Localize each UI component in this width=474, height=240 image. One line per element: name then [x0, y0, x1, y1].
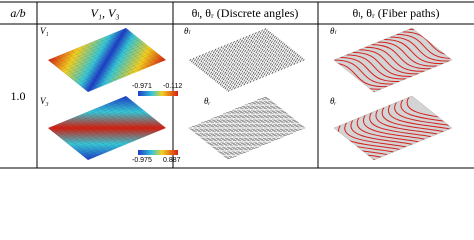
fiber-path — [350, 110, 418, 153]
heatmap-plate — [48, 95, 166, 161]
fiber-path — [357, 107, 425, 150]
colorbar — [138, 150, 178, 155]
fiber-path — [340, 49, 400, 89]
fiber-plate — [333, 26, 456, 93]
colorbar-min: -0.975 — [132, 157, 152, 164]
fiber-path — [359, 42, 419, 82]
fiber-path — [378, 34, 438, 74]
panel-label: θₗ — [330, 26, 337, 36]
fiber-path — [394, 92, 462, 135]
fiber-path — [353, 44, 413, 84]
fiber-path — [388, 94, 456, 137]
fiber-path — [390, 29, 450, 69]
heatmap-plate — [48, 27, 166, 93]
colorbar-max: -0.112 — [163, 83, 182, 90]
fiber-path — [338, 115, 406, 158]
fiber-path — [382, 97, 450, 140]
discrete-plate — [188, 27, 306, 93]
fiber-path — [396, 26, 456, 66]
fiber-path — [365, 39, 425, 79]
header-cell: θₗ, θᵣ (Discrete angles) — [192, 6, 299, 20]
header-cell: θₗ, θᵣ (Fiber paths) — [353, 6, 440, 20]
fiber-path — [400, 89, 468, 132]
fiber-path — [332, 117, 400, 160]
panel-label: θᵣ — [330, 96, 337, 106]
colorbar-min: -0.971 — [132, 83, 152, 90]
discrete-plate — [188, 95, 306, 161]
fiber-path — [384, 32, 444, 72]
header-cell: V₁, V₃ — [90, 6, 119, 20]
fiber-path — [344, 112, 412, 155]
fiber-path — [346, 47, 406, 87]
row-label: 1.0 — [11, 89, 26, 103]
figure-table: a/b V₁, V₃ θₗ, θᵣ (Discrete angles) θₗ, … — [0, 1, 474, 169]
fiber-path — [334, 52, 394, 92]
panel-label: V₁ — [40, 26, 49, 36]
fiber-path — [369, 102, 437, 145]
fiber-path — [375, 100, 443, 143]
fiber-path — [371, 37, 431, 77]
colorbar — [138, 91, 178, 96]
fiber-path — [363, 105, 431, 148]
panel-label: θₗ — [184, 26, 191, 36]
header-cell: a/b — [10, 6, 25, 20]
colorbar-max: 0.887 — [163, 157, 181, 164]
panel-label: θᵣ — [204, 96, 211, 106]
panel-label: V₃ — [40, 96, 49, 106]
fiber-plate — [332, 89, 468, 161]
